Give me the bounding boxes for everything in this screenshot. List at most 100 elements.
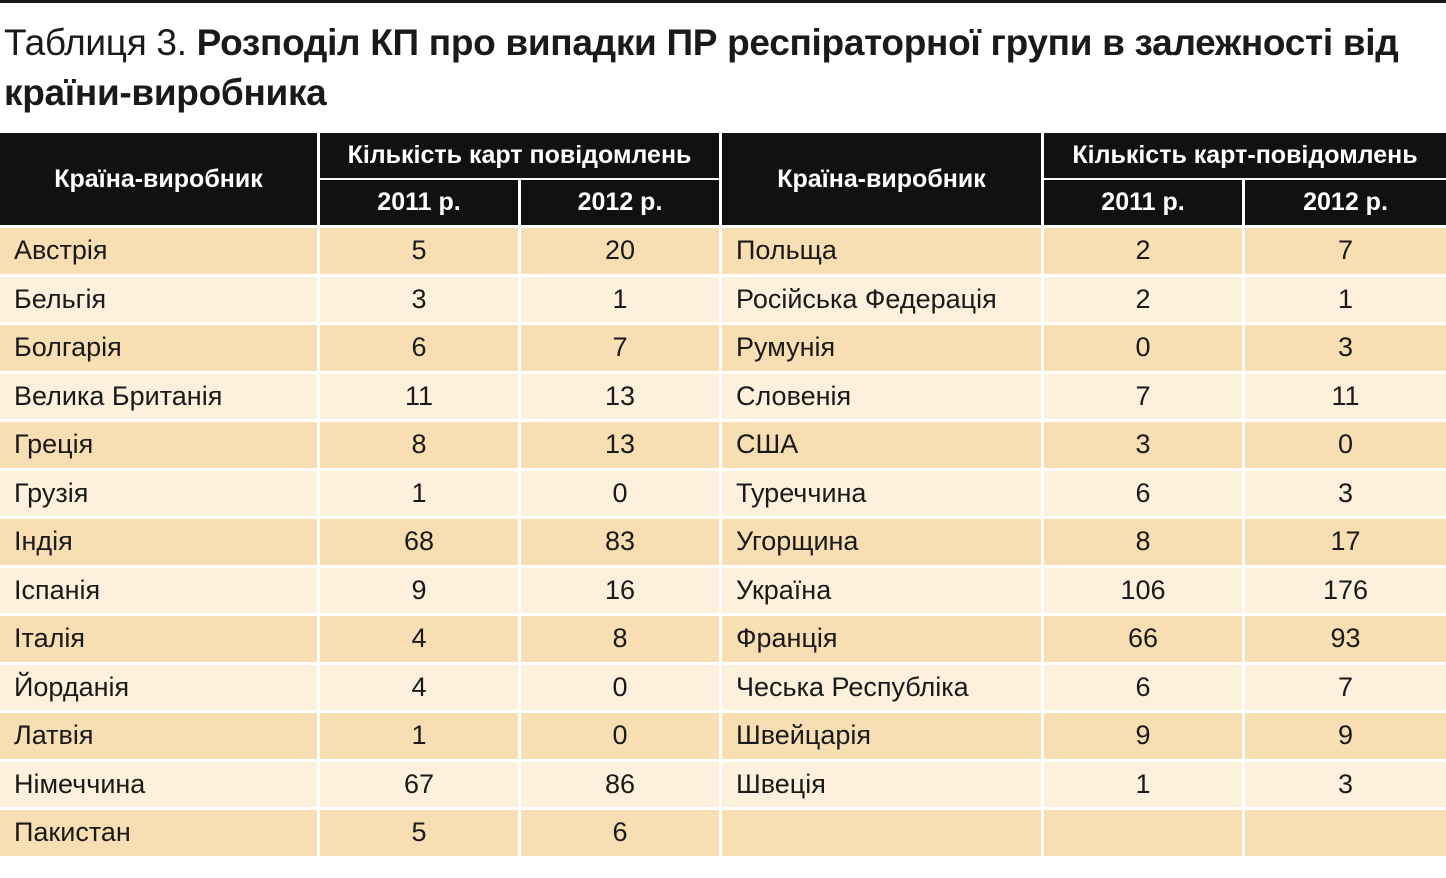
left-2011-cell: 1: [320, 467, 521, 516]
right-2012-cell: 7: [1245, 225, 1446, 274]
left-2012-cell: 16: [521, 564, 722, 613]
left-2012-cell: 0: [521, 467, 722, 516]
header-group-right: Кількість карт-повідомлень: [1044, 133, 1446, 180]
right-2012-cell: 3: [1245, 758, 1446, 807]
header-country-left: Країна-виробник: [0, 133, 320, 225]
right-2011-cell: 66: [1044, 613, 1245, 662]
left-2011-cell: 5: [320, 225, 521, 274]
left-country-cell: Латвія: [0, 710, 320, 759]
table-row: Велика Британія 11 13 Словенія 7 11: [0, 370, 1446, 419]
left-country-cell: Бельгія: [0, 273, 320, 322]
right-country-cell: Туреччина: [722, 467, 1044, 516]
left-2012-cell: 86: [521, 758, 722, 807]
left-country-cell: Болгарія: [0, 322, 320, 371]
right-2012-cell: 7: [1245, 661, 1446, 710]
right-2012-cell: 3: [1245, 322, 1446, 371]
left-2012-cell: 13: [521, 370, 722, 419]
right-2011-cell: 9: [1044, 710, 1245, 759]
left-2012-cell: 0: [521, 661, 722, 710]
right-country-cell: Чеська Республіка: [722, 661, 1044, 710]
table-row: Німеччина 67 86 Швеція 1 3: [0, 758, 1446, 807]
left-country-cell: Індія: [0, 516, 320, 565]
right-2012-cell: [1245, 807, 1446, 856]
right-country-cell: [722, 807, 1044, 856]
right-2012-cell: 93: [1245, 613, 1446, 662]
right-2011-cell: 106: [1044, 564, 1245, 613]
table-row: Грузія 1 0 Туреччина 6 3: [0, 467, 1446, 516]
left-2011-cell: 67: [320, 758, 521, 807]
left-2011-cell: 4: [320, 613, 521, 662]
right-2011-cell: 3: [1044, 419, 1245, 468]
right-2011-cell: 2: [1044, 225, 1245, 274]
right-country-cell: Російська Федерація: [722, 273, 1044, 322]
right-2012-cell: 3: [1245, 467, 1446, 516]
left-2011-cell: 5: [320, 807, 521, 856]
left-country-cell: Пакистан: [0, 807, 320, 856]
right-2011-cell: 2: [1044, 273, 1245, 322]
right-country-cell: Словенія: [722, 370, 1044, 419]
table-row: Індія 68 83 Угорщина 8 17: [0, 516, 1446, 565]
header-country-right: Країна-виробник: [722, 133, 1044, 225]
left-2012-cell: 13: [521, 419, 722, 468]
table-row: Йорданія 4 0 Чеська Республіка 6 7: [0, 661, 1446, 710]
right-2012-cell: 11: [1245, 370, 1446, 419]
table-title: Таблиця 3. Розподіл КП про випадки ПР ре…: [4, 18, 1440, 118]
left-2011-cell: 68: [320, 516, 521, 565]
right-country-cell: США: [722, 419, 1044, 468]
table-row: Італія 4 8 Франція 66 93: [0, 613, 1446, 662]
left-2011-cell: 1: [320, 710, 521, 759]
left-country-cell: Німеччина: [0, 758, 320, 807]
table-row: Австрія 5 20 Польща 2 7: [0, 225, 1446, 274]
table-row: Іспанія 9 16 Україна 106 176: [0, 564, 1446, 613]
right-2011-cell: 6: [1044, 661, 1245, 710]
left-2011-cell: 11: [320, 370, 521, 419]
right-country-cell: Польща: [722, 225, 1044, 274]
data-table: Країна-виробник Кількість карт повідомле…: [0, 133, 1446, 856]
right-country-cell: Румунія: [722, 322, 1044, 371]
header-year-2012-left: 2012 р.: [521, 180, 722, 225]
right-2012-cell: 17: [1245, 516, 1446, 565]
left-country-cell: Італія: [0, 613, 320, 662]
table-row: Греція 8 13 США 3 0: [0, 419, 1446, 468]
header-year-2011-left: 2011 р.: [320, 180, 521, 225]
right-2011-cell: 7: [1044, 370, 1245, 419]
table-row: Бельгія 3 1 Російська Федерація 2 1: [0, 273, 1446, 322]
table-header: Країна-виробник Кількість карт повідомле…: [0, 133, 1446, 225]
right-country-cell: Угорщина: [722, 516, 1044, 565]
left-2011-cell: 3: [320, 273, 521, 322]
right-2012-cell: 9: [1245, 710, 1446, 759]
right-2011-cell: [1044, 807, 1245, 856]
table-caption: Розподіл КП про випадки ПР респіраторної…: [4, 22, 1399, 113]
left-country-cell: Іспанія: [0, 564, 320, 613]
left-2012-cell: 8: [521, 613, 722, 662]
right-country-cell: Швеція: [722, 758, 1044, 807]
left-2011-cell: 6: [320, 322, 521, 371]
right-2012-cell: 1: [1245, 273, 1446, 322]
left-country-cell: Грузія: [0, 467, 320, 516]
left-2012-cell: 1: [521, 273, 722, 322]
left-2012-cell: 7: [521, 322, 722, 371]
header-year-2011-right: 2011 р.: [1044, 180, 1245, 225]
right-country-cell: Україна: [722, 564, 1044, 613]
table-number: Таблиця 3.: [4, 22, 187, 63]
right-2012-cell: 176: [1245, 564, 1446, 613]
table-row: Пакистан 5 6: [0, 807, 1446, 856]
left-2012-cell: 83: [521, 516, 722, 565]
right-2012-cell: 0: [1245, 419, 1446, 468]
right-2011-cell: 0: [1044, 322, 1245, 371]
table-row: Болгарія 6 7 Румунія 0 3: [0, 322, 1446, 371]
right-country-cell: Франція: [722, 613, 1044, 662]
left-2011-cell: 9: [320, 564, 521, 613]
left-country-cell: Австрія: [0, 225, 320, 274]
left-country-cell: Йорданія: [0, 661, 320, 710]
table-row: Латвія 1 0 Швейцарія 9 9: [0, 710, 1446, 759]
header-year-2012-right: 2012 р.: [1245, 180, 1446, 225]
right-2011-cell: 8: [1044, 516, 1245, 565]
right-2011-cell: 1: [1044, 758, 1245, 807]
left-country-cell: Греція: [0, 419, 320, 468]
right-2011-cell: 6: [1044, 467, 1245, 516]
header-group-left: Кількість карт повідомлень: [320, 133, 722, 180]
right-country-cell: Швейцарія: [722, 710, 1044, 759]
left-2012-cell: 6: [521, 807, 722, 856]
left-country-cell: Велика Британія: [0, 370, 320, 419]
